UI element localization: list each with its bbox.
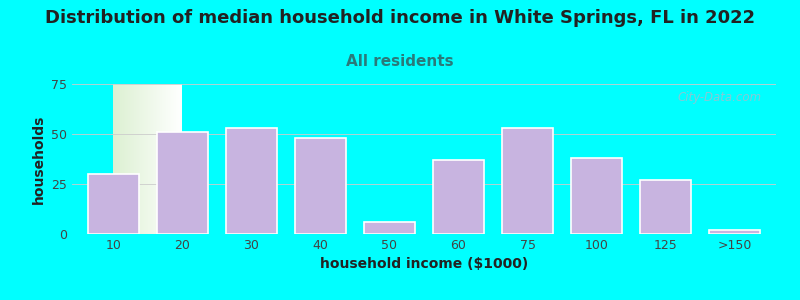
Text: Distribution of median household income in White Springs, FL in 2022: Distribution of median household income … (45, 9, 755, 27)
X-axis label: household income ($1000): household income ($1000) (320, 257, 528, 272)
Bar (226, 128, 278, 234)
Bar (364, 222, 415, 234)
Y-axis label: households: households (31, 114, 46, 204)
Bar (157, 132, 208, 234)
Bar (87, 174, 139, 234)
Bar (502, 128, 554, 234)
Text: All residents: All residents (346, 54, 454, 69)
Bar (640, 180, 691, 234)
Bar (433, 160, 484, 234)
Bar (294, 138, 346, 234)
Bar (570, 158, 622, 234)
Bar (709, 230, 761, 234)
Text: City-Data.com: City-Data.com (678, 92, 762, 104)
